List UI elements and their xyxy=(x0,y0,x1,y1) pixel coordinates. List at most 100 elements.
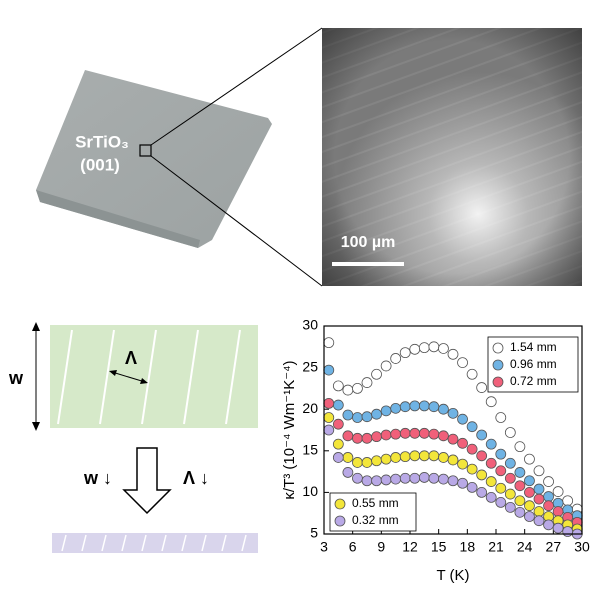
data-point xyxy=(323,424,335,436)
data-point xyxy=(390,402,402,414)
data-point xyxy=(562,495,574,507)
legend-marker xyxy=(492,342,504,354)
arrow-head xyxy=(109,370,117,376)
sample-label: SrTiO₃ xyxy=(75,132,129,151)
x-tick-label: 6 xyxy=(349,539,357,555)
data-point xyxy=(552,506,564,517)
reduce-label: Λ ↓ xyxy=(183,468,209,488)
data-point xyxy=(476,469,488,481)
legend-label: 0.72 mm xyxy=(510,374,557,388)
data-point xyxy=(457,437,468,449)
data-point xyxy=(495,482,507,494)
data-point xyxy=(476,450,488,462)
data-point xyxy=(332,380,344,392)
data-point xyxy=(342,384,354,396)
data-point xyxy=(332,399,344,411)
data-point xyxy=(371,368,382,380)
data-point xyxy=(342,409,354,421)
y-tick-label: 20 xyxy=(302,400,318,416)
zoom-line xyxy=(150,27,323,146)
arrow-head xyxy=(32,422,40,431)
legend-label: 0.55 mm xyxy=(352,496,399,510)
data-point xyxy=(524,453,535,465)
data-point xyxy=(495,412,507,423)
data-point xyxy=(504,457,516,469)
data-point xyxy=(390,452,402,463)
data-point xyxy=(428,472,440,484)
data-point xyxy=(418,472,430,483)
data-point xyxy=(485,438,497,450)
x-tick-label: 3 xyxy=(320,539,328,555)
data-point xyxy=(466,368,478,380)
data-point xyxy=(371,455,382,467)
data-point xyxy=(476,382,488,393)
data-point xyxy=(361,475,373,487)
data-point xyxy=(418,342,430,354)
data-point xyxy=(438,403,449,415)
data-point xyxy=(466,421,478,433)
data-point xyxy=(380,453,392,465)
data-point xyxy=(457,357,468,369)
data-point xyxy=(352,457,363,468)
data-point xyxy=(399,451,411,463)
reduce-label: w ↓ xyxy=(83,468,112,488)
data-point xyxy=(371,475,382,487)
data-point xyxy=(409,400,421,412)
data-point xyxy=(447,407,459,419)
y-tick-label: 10 xyxy=(302,483,318,499)
data-point xyxy=(380,474,392,486)
data-point xyxy=(514,506,526,518)
data-point xyxy=(457,477,468,489)
data-point xyxy=(418,400,430,412)
micrograph-vignette xyxy=(322,28,582,286)
data-point xyxy=(533,515,545,527)
data-point xyxy=(361,457,373,468)
data-point xyxy=(438,473,449,485)
chart: κ/T³ (10⁻⁴ Wm⁻¹K⁻⁴) T (K) 3 6 9 12 15 18 21 24 2… xyxy=(281,317,590,584)
data-point xyxy=(543,476,554,487)
data-point xyxy=(352,412,363,423)
data-point xyxy=(428,401,440,413)
arrow-head xyxy=(32,322,40,331)
arrow-head xyxy=(140,378,148,384)
data-point xyxy=(543,491,554,502)
data-point xyxy=(533,483,545,495)
data-point xyxy=(447,475,459,487)
data-point xyxy=(352,432,363,444)
legend-label: 1.54 mm xyxy=(510,340,557,354)
data-point xyxy=(323,337,335,349)
data-point xyxy=(332,438,344,450)
x-axis-label: T (K) xyxy=(436,567,469,584)
data-point xyxy=(409,343,421,355)
data-point xyxy=(380,360,392,372)
data-point xyxy=(485,491,497,503)
data-point xyxy=(361,432,373,444)
legend-marker xyxy=(492,376,504,388)
data-point xyxy=(447,433,459,445)
x-tick-label: 21 xyxy=(488,539,504,555)
y-tick-label: 25 xyxy=(302,358,318,374)
data-point xyxy=(504,501,516,513)
data-point xyxy=(504,427,516,438)
data-point xyxy=(533,493,545,505)
data-point xyxy=(361,411,373,423)
x-tick-label: 27 xyxy=(546,539,562,555)
data-point xyxy=(342,430,354,442)
data-point xyxy=(390,353,402,364)
data-point xyxy=(323,412,335,423)
data-point xyxy=(399,401,411,413)
data-point xyxy=(457,458,468,470)
plate-edge xyxy=(36,190,200,248)
data-point xyxy=(485,396,497,408)
data-point xyxy=(399,347,411,359)
data-point xyxy=(466,443,478,455)
data-point xyxy=(457,413,468,425)
data-point xyxy=(533,465,545,477)
legend-label: 0.96 mm xyxy=(510,357,557,371)
data-point xyxy=(514,467,526,478)
data-point xyxy=(428,428,440,440)
data-point xyxy=(428,341,440,353)
data-point xyxy=(409,450,421,462)
data-point xyxy=(543,519,554,531)
